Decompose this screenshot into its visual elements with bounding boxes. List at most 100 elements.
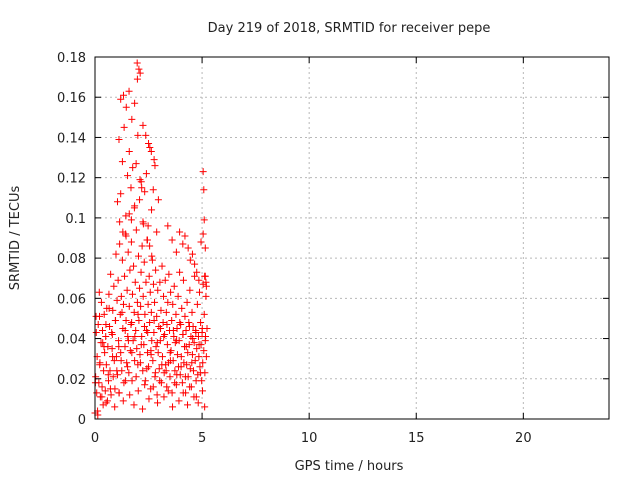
y-axis-label: SRMTID / TECUs: [8, 186, 23, 291]
data-point: [141, 310, 149, 318]
data-point: [124, 248, 132, 256]
data-point: [131, 333, 139, 341]
data-point: [145, 395, 153, 403]
data-point: [110, 357, 118, 365]
data-point: [128, 349, 136, 357]
data-point: [98, 327, 106, 335]
data-point: [102, 399, 110, 407]
data-point: [131, 99, 139, 107]
data-point: [94, 320, 102, 328]
data-point: [162, 367, 170, 375]
data-point: [139, 367, 147, 375]
data-point: [101, 349, 109, 357]
data-point: [106, 367, 114, 375]
data-point: [158, 361, 166, 369]
data-point: [192, 377, 200, 385]
data-point: [119, 91, 127, 99]
data-point: [185, 322, 193, 330]
data-point: [188, 351, 196, 359]
data-point: [142, 278, 150, 286]
data-point: [132, 373, 140, 381]
data-point: [201, 244, 209, 252]
data-point: [137, 341, 145, 349]
data-point: [114, 276, 122, 284]
data-point: [150, 316, 158, 324]
data-point: [161, 276, 169, 284]
data-point: [174, 292, 182, 300]
data-point: [154, 196, 162, 204]
data-point: [157, 325, 165, 332]
data-point: [124, 363, 132, 371]
data-points: [91, 59, 211, 419]
data-point: [166, 357, 174, 365]
data-point: [109, 373, 117, 381]
data-point: [117, 292, 125, 300]
data-point: [125, 148, 133, 156]
data-point: [191, 272, 199, 280]
data-point: [200, 216, 208, 224]
data-point: [112, 250, 120, 258]
data-point: [176, 318, 184, 326]
data-point: [99, 339, 107, 347]
x-tick-label: 15: [408, 431, 425, 446]
data-point: [136, 351, 144, 359]
data-point: [127, 184, 135, 192]
data-point: [181, 232, 189, 240]
data-point: [104, 377, 112, 385]
data-point: [200, 347, 208, 355]
data-point: [140, 322, 148, 330]
data-point: [130, 401, 138, 409]
data-point: [132, 327, 140, 335]
data-point: [139, 121, 147, 129]
data-point: [140, 258, 148, 266]
data-point: [155, 365, 163, 373]
data-point: [110, 282, 118, 290]
data-point: [200, 310, 208, 318]
data-point: [118, 256, 126, 264]
data-point: [98, 383, 106, 391]
data-point: [117, 95, 125, 103]
data-point: [146, 288, 154, 296]
data-point: [160, 393, 168, 401]
data-point: [168, 389, 176, 397]
data-point: [179, 276, 187, 284]
data-point: [148, 252, 156, 260]
data-point: [118, 308, 126, 316]
data-point: [184, 244, 192, 252]
data-point: [125, 87, 133, 95]
data-point: [182, 343, 190, 351]
data-point: [135, 316, 143, 324]
data-point: [134, 131, 142, 139]
data-point: [152, 266, 160, 274]
y-tick-label: 0.02: [57, 373, 86, 388]
data-point: [149, 280, 157, 288]
data-point: [105, 290, 113, 298]
data-point: [134, 252, 142, 260]
data-point: [154, 399, 162, 407]
data-point: [136, 196, 144, 204]
data-point: [186, 286, 194, 294]
data-point: [166, 349, 174, 357]
data-point: [183, 361, 191, 369]
data-point: [136, 284, 144, 292]
data-point: [199, 359, 207, 367]
data-point: [107, 391, 115, 399]
data-point: [134, 310, 142, 318]
data-point: [158, 353, 166, 361]
data-point: [201, 403, 209, 411]
data-point: [156, 278, 164, 286]
data-point: [128, 290, 136, 298]
data-point: [116, 240, 124, 248]
data-point: [121, 343, 129, 351]
data-point: [125, 369, 133, 377]
data-point: [95, 312, 103, 320]
data-point: [105, 304, 113, 312]
data-point: [153, 312, 161, 320]
data-point: [119, 300, 127, 308]
data-point: [194, 333, 202, 341]
data-point: [173, 337, 181, 345]
data-point: [113, 371, 121, 379]
data-point: [168, 236, 176, 244]
